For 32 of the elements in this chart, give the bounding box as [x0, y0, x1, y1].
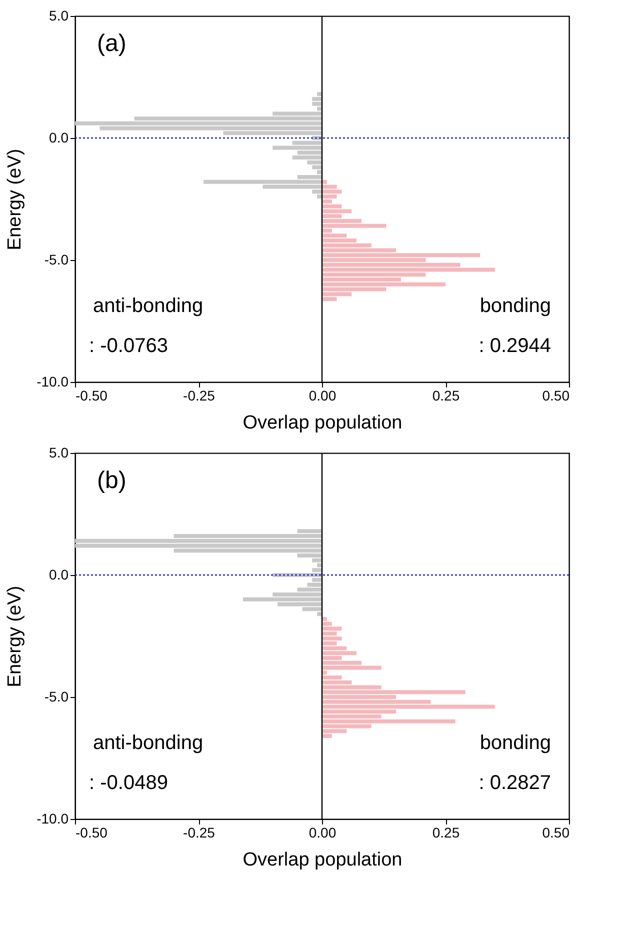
y-tick-label: -5.0 — [44, 252, 69, 268]
annotation: (b) — [97, 467, 126, 494]
y-tick-label: 0.0 — [49, 566, 69, 582]
annotation: : 0.2827 — [478, 772, 551, 794]
annotation: : 0.2944 — [478, 335, 551, 357]
x-axis-title: Overlap population — [242, 850, 402, 870]
x-tick-label: -0.25 — [183, 388, 216, 404]
annotation: anti-bonding — [93, 732, 204, 754]
y-tick-label: -10.0 — [36, 374, 69, 390]
x-tick-label: -0.25 — [183, 824, 216, 840]
x-tick-label: 0.00 — [308, 388, 336, 404]
annotation: : -0.0763 — [89, 335, 168, 357]
annotation: anti-bonding — [93, 295, 204, 317]
x-axis-title: Overlap population — [242, 412, 402, 434]
annotation: : -0.0489 — [89, 772, 168, 794]
annotation: (a) — [97, 30, 126, 57]
x-tick-label: -0.50 — [76, 388, 108, 404]
annotation: bonding — [480, 732, 551, 754]
y-tick-label: -10.0 — [36, 810, 69, 826]
y-tick-label: 5.0 — [49, 8, 69, 24]
x-tick-label: 0.50 — [542, 824, 570, 840]
x-tick-label: -0.50 — [76, 824, 108, 840]
x-tick-label: 0.25 — [432, 824, 460, 840]
x-tick-label: 0.00 — [308, 824, 336, 840]
y-tick-label: 5.0 — [49, 444, 69, 460]
y-axis-title: Energy (eV) — [4, 148, 26, 250]
x-tick-label: 0.50 — [542, 388, 570, 404]
x-tick-label: 0.25 — [432, 388, 460, 404]
annotation: bonding — [480, 295, 551, 317]
y-tick-label: -5.0 — [44, 688, 69, 704]
y-axis-title: Energy (eV) — [4, 586, 26, 688]
y-tick-label: 0.0 — [49, 130, 69, 146]
